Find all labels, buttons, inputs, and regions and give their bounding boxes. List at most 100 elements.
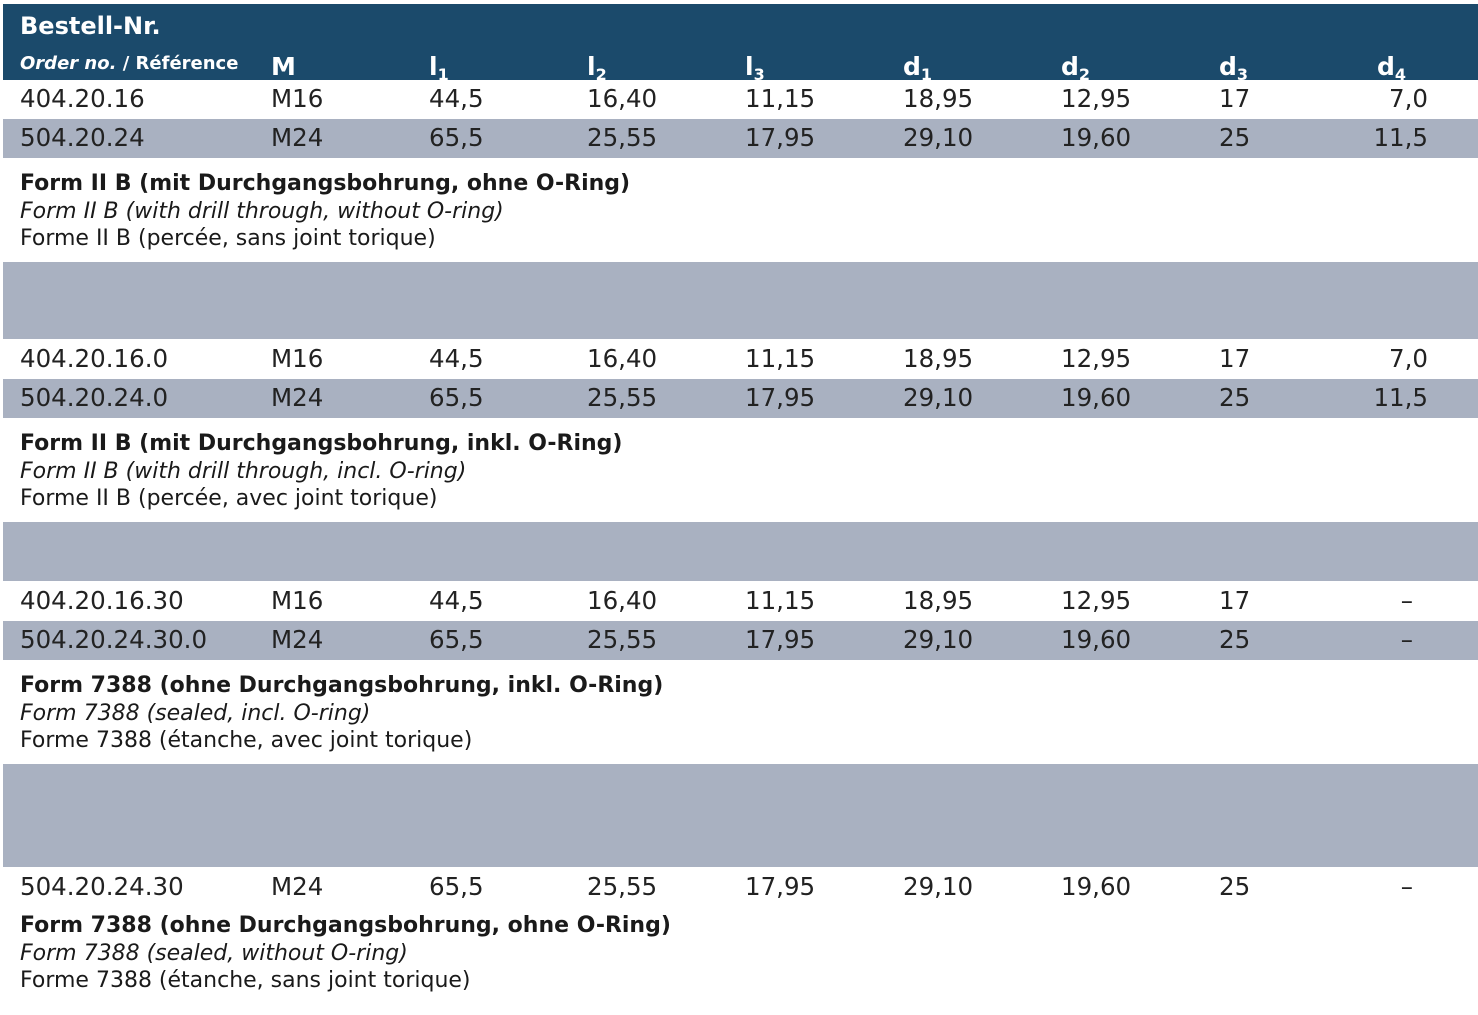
header-subtitle: Order no. / Référence — [20, 53, 238, 74]
image-placeholder-band — [3, 522, 1478, 581]
cell-m: M16 — [271, 84, 324, 113]
table-row: 404.20.16.0 M16 44,5 16,40 11,15 18,95 1… — [3, 340, 1478, 379]
cell-d2: 12,95 — [1061, 84, 1132, 113]
cell-d3: 25 — [1219, 383, 1251, 412]
form-caption: Form 7388 (ohne Durchgangsbohrung, inkl.… — [20, 672, 663, 755]
cell-d2: 19,60 — [1061, 625, 1132, 654]
cell-m: M16 — [271, 344, 324, 373]
cell-d4: – — [1400, 872, 1413, 901]
cell-order: 504.20.24 — [20, 123, 145, 152]
caption-fr: Forme II B (percée, avec joint torique) — [20, 486, 438, 511]
image-placeholder-band — [3, 764, 1478, 867]
cell-order: 404.20.16 — [20, 84, 145, 113]
cell-m: M24 — [271, 123, 324, 152]
cell-order: 504.20.24.30.0 — [20, 625, 208, 654]
cell-d3: 25 — [1219, 625, 1251, 654]
cell-l1: 65,5 — [429, 123, 484, 152]
cell-l3: 17,95 — [745, 383, 816, 412]
cell-l1: 44,5 — [429, 344, 484, 373]
cell-d2: 19,60 — [1061, 123, 1132, 152]
cell-l1: 44,5 — [429, 586, 484, 615]
cell-l1: 65,5 — [429, 625, 484, 654]
cell-m: M24 — [271, 625, 324, 654]
table-row: 504.20.24 M24 65,5 25,55 17,95 29,10 19,… — [3, 119, 1478, 158]
table-row: 504.20.24.30 M24 65,5 25,55 17,95 29,10 … — [3, 868, 1478, 907]
cell-l2: 16,40 — [587, 84, 658, 113]
cell-d3: 25 — [1219, 872, 1251, 901]
cell-d2: 12,95 — [1061, 586, 1132, 615]
caption-en: Form 7388 (sealed, incl. O-ring) — [20, 700, 371, 726]
caption-de: Form 7388 (ohne Durchgangsbohrung, inkl.… — [20, 673, 664, 698]
header-subtitle-fr: Référence — [135, 53, 239, 74]
cell-m: M24 — [271, 872, 324, 901]
cell-d1: 29,10 — [903, 123, 974, 152]
header-subtitle-sep: / — [116, 53, 136, 74]
cell-d4: 7,0 — [1389, 84, 1428, 113]
cell-d4: 11,5 — [1373, 383, 1428, 412]
cell-l1: 44,5 — [429, 84, 484, 113]
cell-l2: 16,40 — [587, 344, 658, 373]
cell-l2: 25,55 — [587, 872, 658, 901]
form-caption: Form 7388 (ohne Durchgangsbohrung, ohne … — [20, 912, 671, 995]
cell-d1: 29,10 — [903, 383, 974, 412]
cell-l3: 17,95 — [745, 872, 816, 901]
header-title: Bestell-Nr. — [20, 12, 161, 40]
caption-de: Form II B (mit Durchgangsbohrung, ohne O… — [20, 171, 631, 196]
caption-en: Form II B (with drill through, incl. O-r… — [20, 458, 467, 484]
col-header-d1: d1 — [903, 52, 933, 84]
cell-d4: – — [1400, 625, 1413, 654]
image-placeholder-band — [3, 262, 1478, 339]
col-header-l1: l1 — [429, 52, 449, 84]
cell-l3: 17,95 — [745, 123, 816, 152]
col-header-d3: d3 — [1219, 52, 1249, 84]
header-subtitle-en: Order no. — [20, 53, 117, 74]
table-header: Bestell-Nr. Order no. / Référence M l1 l… — [3, 4, 1478, 84]
cell-order: 504.20.24.0 — [20, 383, 169, 412]
cell-d1: 29,10 — [903, 872, 974, 901]
cell-l3: 11,15 — [745, 84, 816, 113]
col-header-d4: d4 — [1377, 52, 1407, 84]
cell-d3: 17 — [1219, 586, 1251, 615]
cell-d1: 18,95 — [903, 344, 974, 373]
cell-order: 404.20.16.30 — [20, 586, 184, 615]
cell-order: 404.20.16.0 — [20, 344, 169, 373]
table-row: 504.20.24.0 M24 65,5 25,55 17,95 29,10 1… — [3, 379, 1478, 418]
caption-en: Form II B (with drill through, without O… — [20, 198, 504, 224]
caption-en: Form 7388 (sealed, without O-ring) — [20, 940, 408, 966]
cell-l1: 65,5 — [429, 872, 484, 901]
cell-d3: 17 — [1219, 344, 1251, 373]
cell-d2: 12,95 — [1061, 344, 1132, 373]
col-header-l2: l2 — [587, 52, 607, 84]
cell-l3: 11,15 — [745, 586, 816, 615]
cell-d1: 18,95 — [903, 84, 974, 113]
cell-l2: 25,55 — [587, 625, 658, 654]
cell-d1: 18,95 — [903, 586, 974, 615]
cell-d4: 11,5 — [1373, 123, 1428, 152]
table-row: 404.20.16 M16 44,5 16,40 11,15 18,95 12,… — [3, 80, 1478, 119]
caption-fr: Forme II B (percée, sans joint torique) — [20, 226, 436, 251]
cell-d3: 25 — [1219, 123, 1251, 152]
cell-l3: 17,95 — [745, 625, 816, 654]
col-header-l3: l3 — [745, 52, 765, 84]
cell-l2: 25,55 — [587, 383, 658, 412]
caption-de: Form 7388 (ohne Durchgangsbohrung, ohne … — [20, 913, 671, 938]
table-row: 404.20.16.30 M16 44,5 16,40 11,15 18,95 … — [3, 582, 1478, 621]
cell-l1: 65,5 — [429, 383, 484, 412]
cell-m: M24 — [271, 383, 324, 412]
form-caption: Form II B (mit Durchgangsbohrung, inkl. … — [20, 430, 622, 513]
cell-l2: 25,55 — [587, 123, 658, 152]
form-caption: Form II B (mit Durchgangsbohrung, ohne O… — [20, 170, 630, 253]
col-header-m: M — [271, 52, 296, 81]
cell-d2: 19,60 — [1061, 872, 1132, 901]
col-header-d2: d2 — [1061, 52, 1091, 84]
cell-d2: 19,60 — [1061, 383, 1132, 412]
caption-fr: Forme 7388 (étanche, sans joint torique) — [20, 968, 471, 993]
cell-m: M16 — [271, 586, 324, 615]
cell-d1: 29,10 — [903, 625, 974, 654]
table-row: 504.20.24.30.0 M24 65,5 25,55 17,95 29,1… — [3, 621, 1478, 660]
caption-fr: Forme 7388 (étanche, avec joint torique) — [20, 728, 473, 753]
cell-d3: 17 — [1219, 84, 1251, 113]
cell-order: 504.20.24.30 — [20, 872, 184, 901]
cell-d4: 7,0 — [1389, 344, 1428, 373]
